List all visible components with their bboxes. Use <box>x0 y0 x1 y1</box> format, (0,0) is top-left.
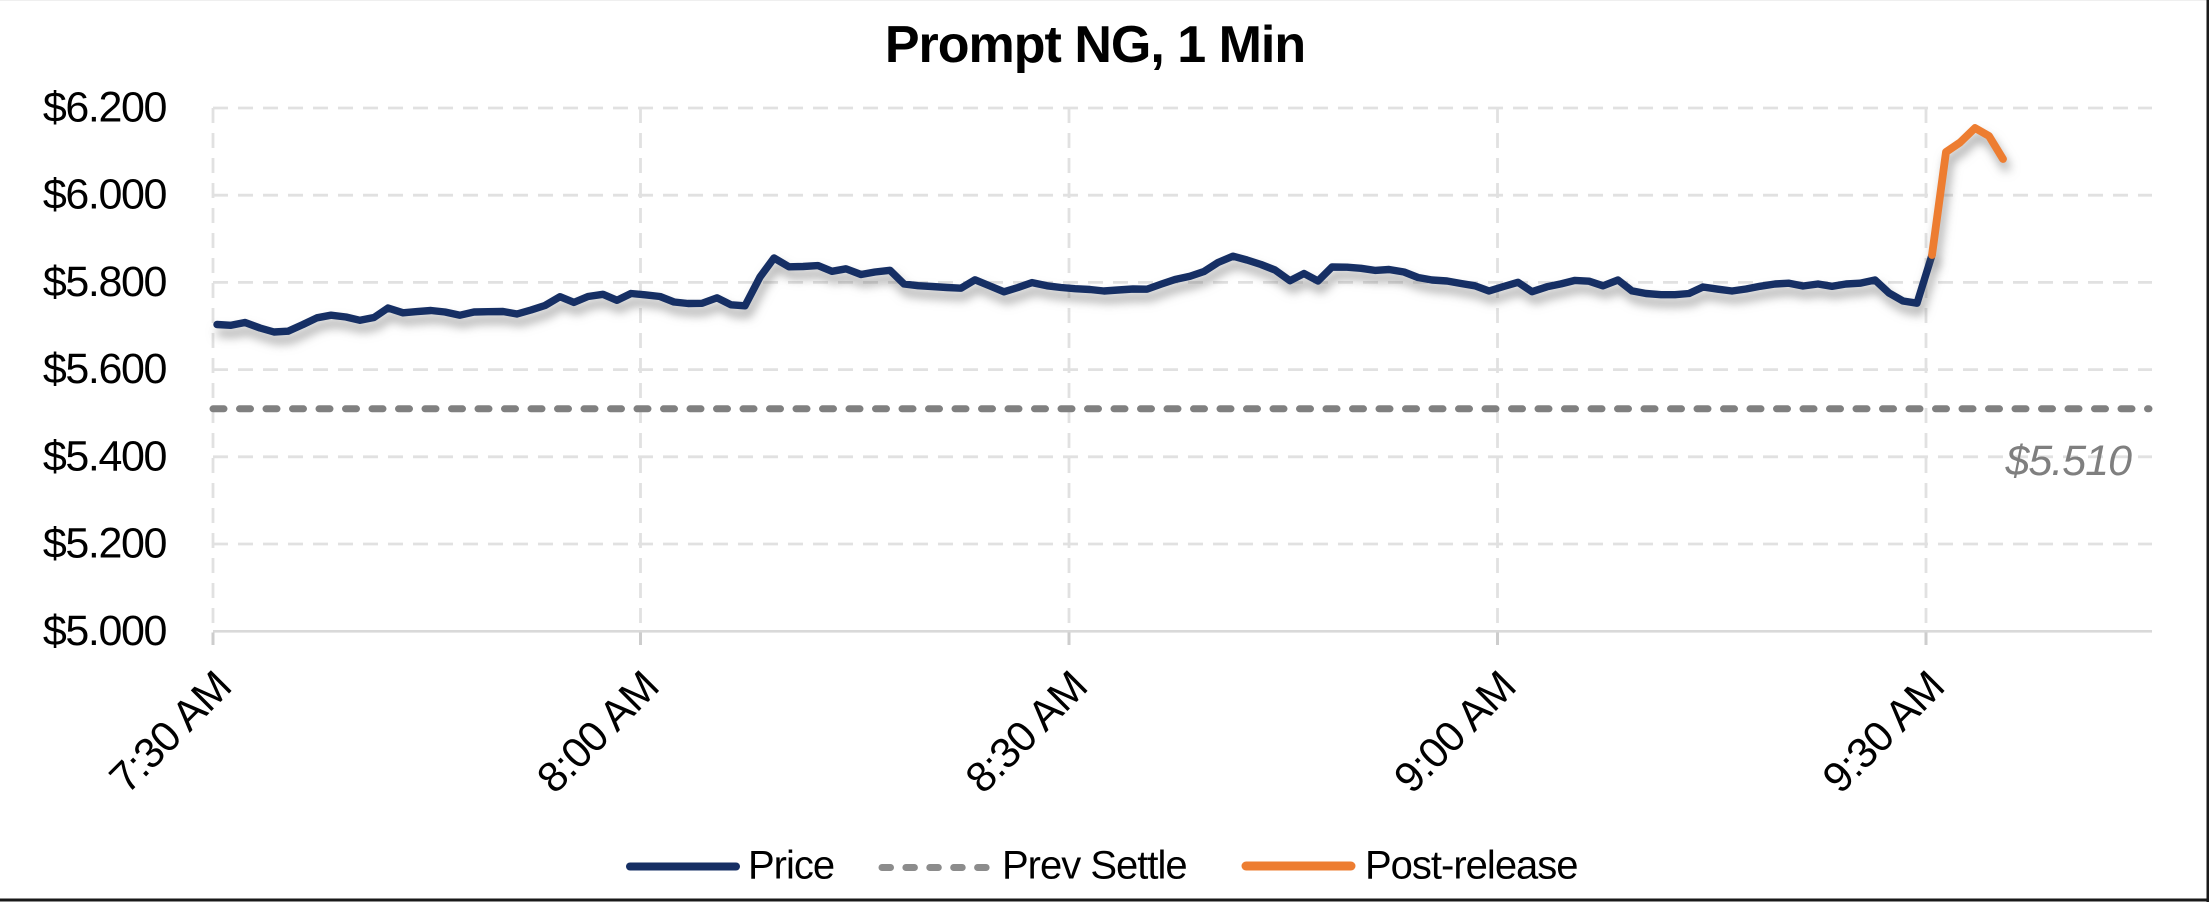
svg-text:$5.200: $5.200 <box>43 520 167 568</box>
svg-text:$5.600: $5.600 <box>43 345 167 393</box>
svg-text:Post-release: Post-release <box>1365 844 1578 888</box>
svg-text:$6.200: $6.200 <box>43 84 167 132</box>
svg-text:$6.000: $6.000 <box>43 171 167 219</box>
svg-text:$5.400: $5.400 <box>43 432 167 480</box>
svg-text:$5.000: $5.000 <box>43 607 167 655</box>
svg-text:Prev Settle: Prev Settle <box>1002 844 1187 888</box>
svg-text:Price: Price <box>748 844 834 888</box>
svg-text:$5.800: $5.800 <box>43 258 167 306</box>
svg-text:$5.510: $5.510 <box>2004 437 2132 485</box>
svg-text:Prompt NG, 1 Min: Prompt NG, 1 Min <box>885 16 1305 74</box>
